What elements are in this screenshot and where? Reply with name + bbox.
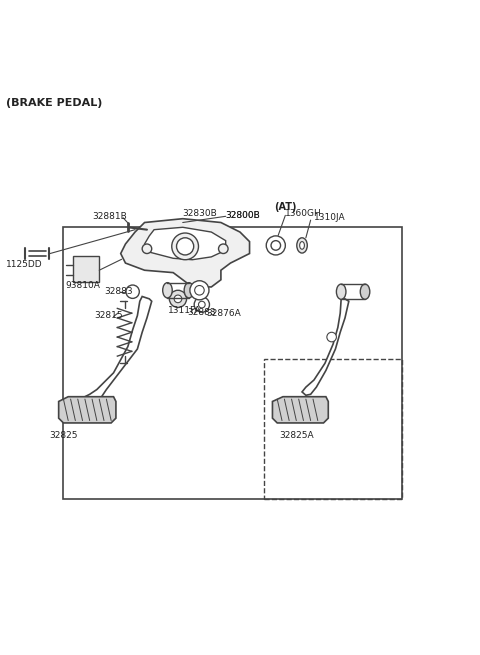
Text: 1310JA: 1310JA [314, 214, 346, 222]
Polygon shape [59, 397, 116, 423]
Ellipse shape [300, 242, 304, 250]
Text: 32825A: 32825A [279, 431, 314, 440]
Ellipse shape [163, 283, 172, 298]
Circle shape [174, 295, 182, 303]
Circle shape [199, 301, 205, 308]
Polygon shape [85, 297, 152, 409]
Text: 32883: 32883 [104, 287, 132, 296]
Polygon shape [302, 299, 349, 395]
Polygon shape [273, 397, 328, 423]
Circle shape [327, 332, 336, 342]
Text: 32830B: 32830B [183, 210, 217, 218]
Text: 1311FA: 1311FA [168, 307, 201, 315]
Circle shape [194, 297, 209, 312]
Circle shape [218, 244, 228, 253]
Bar [63, 227, 402, 499]
Bar [264, 358, 402, 499]
Circle shape [142, 244, 152, 253]
Polygon shape [144, 227, 226, 260]
Ellipse shape [336, 284, 346, 299]
Text: 32815: 32815 [95, 311, 123, 320]
Text: (AT): (AT) [275, 202, 297, 212]
Text: 32881B: 32881B [92, 212, 127, 221]
Text: 1360GH: 1360GH [285, 210, 322, 218]
Text: 32876A: 32876A [206, 309, 241, 318]
Circle shape [177, 238, 194, 255]
Ellipse shape [360, 284, 370, 299]
Bar [73, 256, 99, 282]
Ellipse shape [184, 283, 194, 298]
Text: 32800B: 32800B [226, 211, 261, 220]
Text: 93810A: 93810A [66, 281, 101, 290]
Text: 32800B: 32800B [226, 211, 261, 220]
Circle shape [172, 233, 199, 260]
Circle shape [195, 286, 204, 295]
Text: (BRAKE PEDAL): (BRAKE PEDAL) [6, 98, 103, 108]
Circle shape [169, 290, 187, 307]
Circle shape [271, 240, 281, 250]
Polygon shape [120, 219, 250, 287]
Ellipse shape [297, 238, 307, 253]
Text: 32825: 32825 [49, 431, 78, 440]
Circle shape [126, 285, 139, 299]
Circle shape [266, 236, 285, 255]
Text: 1125DD: 1125DD [6, 259, 43, 269]
Circle shape [190, 281, 209, 300]
Text: 32883: 32883 [188, 308, 216, 317]
